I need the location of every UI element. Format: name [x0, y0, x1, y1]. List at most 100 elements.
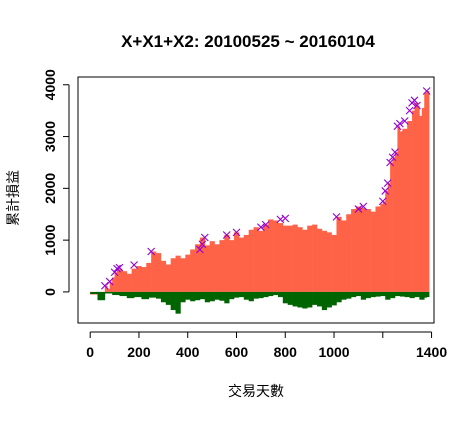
new-high-marker [276, 215, 285, 224]
drawdown-bar [141, 291, 150, 300]
drawdown-bar [399, 291, 406, 297]
new-high-marker [410, 96, 419, 105]
drawdown-bars [90, 291, 430, 314]
profit-bar [126, 273, 132, 292]
profit-bar [131, 268, 137, 292]
drawdown-bar [165, 291, 171, 305]
y-tick-label: 2000 [42, 173, 58, 204]
profit-bar [248, 229, 254, 292]
drawdown-bar [287, 291, 293, 305]
profit-bar [416, 105, 420, 292]
profit-bar [292, 224, 298, 292]
drawdown-bar [312, 291, 318, 305]
profit-bar [365, 209, 371, 292]
profit-bar [185, 254, 191, 292]
new-high-marker [400, 117, 409, 125]
drawdown-bar [238, 291, 245, 298]
profit-bar [385, 190, 388, 292]
x-axis-label: 交易天數 [228, 383, 284, 400]
drawdown-bar [248, 291, 254, 302]
profit-bar [229, 240, 235, 292]
profit-bar [421, 108, 425, 292]
new-high-marker [196, 245, 204, 254]
profit-bar [170, 258, 176, 292]
drawdown-bar [282, 291, 288, 304]
drawdown-bar [341, 291, 347, 300]
profit-bar [370, 211, 376, 292]
profit-bar [199, 237, 206, 292]
drawdown-bar [365, 291, 371, 299]
profit-bar [394, 152, 398, 292]
drawdown-bar [297, 291, 303, 308]
drawdown-bar [351, 291, 357, 298]
drawdown-bar [292, 291, 298, 307]
plot-frame [77, 76, 435, 324]
profit-bar [419, 115, 423, 292]
profit-bar [104, 285, 108, 292]
new-high-marker [105, 277, 114, 286]
drawdown-bar [346, 291, 352, 299]
profit-bar [414, 102, 418, 292]
profit-bar [407, 121, 413, 292]
new-high-marker [281, 214, 290, 223]
profit-bar [312, 224, 318, 292]
profit-bar [224, 234, 230, 292]
drawdown-bar [199, 291, 206, 300]
drawdown-bar [229, 291, 235, 300]
drawdown-bar [224, 291, 230, 304]
drawdown-bar [180, 291, 186, 303]
drawdown-bar [375, 291, 381, 297]
profit-bar [331, 234, 337, 292]
drawdown-bar [404, 291, 410, 298]
profit-bar [114, 272, 118, 292]
profit-bar [268, 219, 274, 292]
profit-bar [141, 267, 147, 292]
profit-bar [412, 110, 415, 292]
new-high-marker [130, 261, 138, 269]
new-high-marker [381, 187, 390, 195]
new-high-marker [378, 197, 387, 206]
drawdown-bar [326, 291, 332, 308]
profit-bar [390, 162, 393, 292]
drawdown-bar [112, 291, 120, 296]
drawdown-bar [90, 291, 98, 294]
y-tick-label: 1000 [42, 224, 58, 255]
profit-bar [214, 244, 220, 292]
drawdown-bar [302, 291, 308, 309]
profit-bar [316, 228, 323, 292]
drawdown-bar [385, 291, 391, 300]
profit-bar [107, 288, 110, 292]
drawdown-bar [160, 291, 167, 303]
new-high-marker [200, 233, 209, 242]
new-high-marker [422, 87, 431, 95]
profit-bar [351, 209, 357, 292]
drawdown-bar [148, 291, 157, 298]
profit-bar [387, 183, 391, 292]
x-axis: 0 200 400 600 800 1000 1400 [86, 331, 447, 360]
x-tick-label: 1000 [318, 344, 349, 360]
profit-bar [253, 227, 259, 292]
new-high-marker [413, 101, 421, 110]
profit-bar [146, 262, 152, 292]
drawdown-bar [263, 291, 269, 298]
profit-bar [355, 206, 362, 292]
new-high-marker [232, 228, 241, 237]
drawdown-bar [119, 291, 128, 297]
profit-bar [307, 225, 313, 292]
x-tick-label: 600 [225, 344, 249, 360]
new-high-marker [354, 205, 363, 213]
drawdown-bar [258, 291, 264, 299]
drawdown-bar [321, 291, 328, 311]
profit-bar [382, 201, 386, 292]
profit-bar [165, 264, 171, 292]
x-tick-label: 1400 [416, 344, 447, 360]
drawdown-bar [175, 291, 181, 314]
drawdown-bar [195, 291, 201, 301]
profit-bar [117, 268, 123, 292]
drawdown-bar [209, 291, 215, 302]
new-high-marker [147, 247, 156, 256]
profit-bar [263, 224, 269, 292]
profit-bar [180, 258, 186, 292]
profit-bar [277, 223, 284, 292]
